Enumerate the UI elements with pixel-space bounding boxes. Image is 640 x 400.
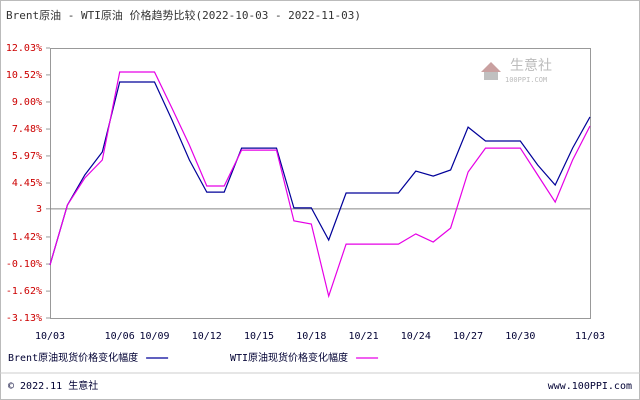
y-tick-label: 9.00% — [12, 97, 42, 108]
y-tick-label: 5.97% — [12, 151, 42, 162]
series-line — [49, 81, 591, 266]
footer-right: www.100PPI.com — [548, 381, 632, 392]
x-tick-label: 10/18 — [296, 331, 326, 342]
watermark-sub: 100PPI.COM — [505, 76, 547, 84]
legend-label: Brent原油现货价格变化幅度 — [8, 351, 138, 364]
x-tick-label: 10/24 — [401, 331, 431, 342]
y-tick-label: -3.13% — [6, 313, 42, 324]
y-tick-label: -0.10% — [6, 259, 42, 270]
x-tick-label: 10/06 — [105, 331, 135, 342]
x-tick-label: 10/12 — [192, 331, 222, 342]
y-tick-label: 3 — [36, 204, 42, 215]
x-tick-label: 10/15 — [244, 331, 274, 342]
legend-label: WTI原油现货价格变化幅度 — [230, 351, 348, 364]
watermark-icon — [481, 62, 501, 80]
y-tick-label: 7.48% — [12, 124, 42, 135]
x-tick-label: 10/30 — [505, 331, 535, 342]
x-tick-label: 10/03 — [35, 331, 65, 342]
x-tick-label: 10/09 — [139, 331, 169, 342]
footer-left: © 2022.11 生意社 — [8, 379, 98, 392]
chart-title: Brent原油 - WTI原油 价格趋势比较(2022-10-03 - 2022… — [6, 8, 361, 22]
y-tick-label: 12.03% — [6, 43, 42, 54]
watermark: 生意社 — [510, 57, 552, 74]
y-tick-label: 1.42% — [12, 232, 42, 243]
y-tick-label: 10.52% — [6, 70, 42, 81]
x-tick-label: 11/03 — [575, 331, 605, 342]
x-tick-label: 10/21 — [348, 331, 378, 342]
y-tick-label: -1.62% — [6, 286, 42, 297]
series-line — [49, 71, 591, 299]
x-tick-label: 10/27 — [453, 331, 483, 342]
plot-area — [50, 48, 591, 319]
y-tick-label: 4.45% — [12, 178, 42, 189]
